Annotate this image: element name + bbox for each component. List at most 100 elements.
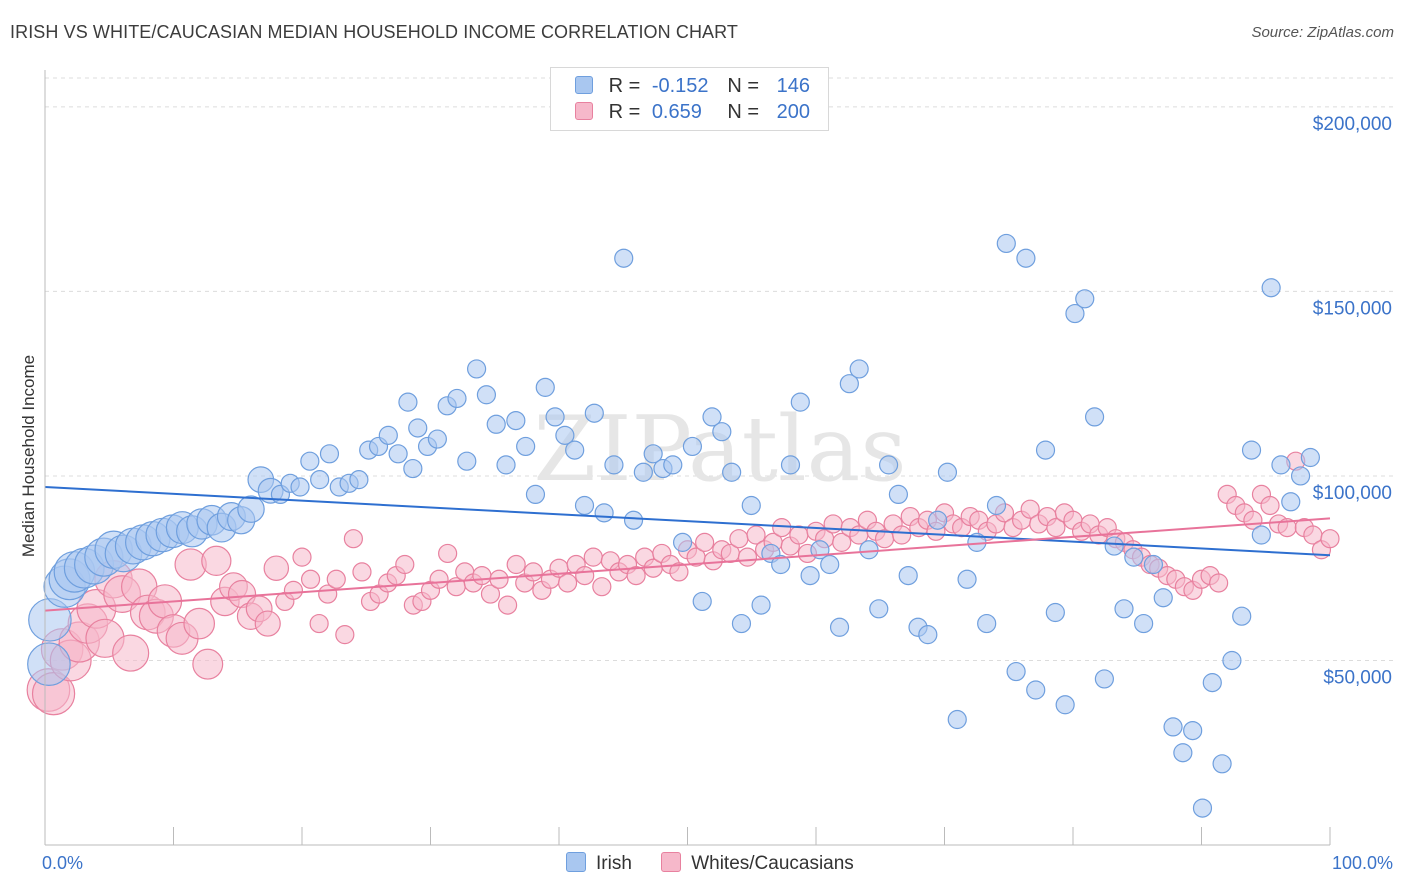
irish-point (1192, 798, 1213, 818)
irish-point (888, 484, 908, 505)
irish-point (947, 709, 967, 730)
irish-point (839, 374, 859, 394)
legend-n-label: N = (727, 101, 760, 123)
legend-r-value: -0.152 (651, 75, 709, 97)
whites-point (789, 525, 809, 545)
legend-swatch-whites (575, 102, 593, 120)
legend-n-value: 146 (776, 75, 810, 97)
irish-point (506, 410, 526, 431)
irish-point (545, 407, 565, 427)
whites-point (183, 607, 216, 640)
irish-point (1006, 661, 1026, 682)
irish-point (1055, 695, 1075, 715)
irish-point (1084, 407, 1105, 427)
irish-point (604, 455, 624, 475)
irish-point (996, 233, 1016, 254)
bottom-legend-label-irish: Irish (596, 853, 632, 874)
whites-point (1020, 499, 1040, 519)
whites-point (1260, 495, 1280, 516)
irish-point (555, 425, 575, 445)
whites-point (472, 565, 492, 586)
irish-point (986, 495, 1007, 516)
whites-point (201, 545, 232, 576)
whites-point (1046, 518, 1066, 538)
irish-point (731, 613, 752, 634)
irish-point (672, 532, 693, 552)
whites-point (292, 547, 312, 567)
chart-title: IRISH VS WHITE/CAUCASIAN MEDIAN HOUSEHOL… (10, 22, 739, 42)
irish-point (408, 418, 428, 438)
irish-point (1202, 673, 1222, 693)
whites-point (326, 569, 346, 589)
irish-point (349, 470, 369, 490)
irish-point (594, 503, 614, 523)
legend: R = -0.152 N = 146 R = 0.659 N = 200 (550, 67, 829, 131)
whites-point (575, 565, 595, 586)
irish-point (878, 455, 899, 475)
irish-point (584, 403, 604, 423)
irish-point (27, 642, 71, 687)
irish-point (1232, 606, 1252, 626)
whites-point (592, 577, 612, 597)
irish-point (319, 444, 340, 464)
irish-point (623, 510, 644, 530)
bottom-legend-swatch-irish (566, 852, 586, 872)
whites-point (283, 580, 304, 600)
irish-point (427, 429, 447, 449)
legend-swatch-irish (575, 76, 593, 94)
irish-point (1016, 248, 1036, 268)
irish-point (643, 444, 663, 464)
irish-point (780, 455, 801, 475)
irish-point (535, 377, 555, 397)
irish-point (1143, 554, 1164, 575)
y-tick-label: $50,000 (1323, 667, 1392, 688)
whites-point (506, 554, 526, 575)
whites-point (729, 529, 749, 549)
irish-point (1251, 525, 1271, 545)
irish-point (1212, 754, 1232, 774)
whites-point (583, 547, 603, 567)
irish-point (790, 392, 810, 412)
y-tick-label: $200,000 (1313, 114, 1392, 135)
whites-point (429, 569, 449, 589)
irish-point (702, 407, 722, 427)
whites-point (832, 532, 852, 552)
irish-point (1065, 303, 1085, 324)
whites-point (254, 610, 281, 637)
irish-point (237, 495, 265, 523)
irish-point (1094, 669, 1114, 689)
whites-point (772, 518, 792, 538)
irish-points (27, 233, 1320, 818)
irish-point (1153, 588, 1173, 608)
whites-point (174, 548, 207, 581)
whites-point (626, 565, 646, 586)
whites-point (343, 529, 363, 549)
irish-point (290, 477, 310, 497)
irish-point (829, 617, 850, 637)
irish-point (388, 444, 408, 464)
whites-point (892, 525, 912, 545)
irish-point (957, 569, 977, 589)
whites-point (112, 634, 150, 672)
irish-point (820, 554, 840, 575)
irish-point (663, 455, 683, 475)
irish-point (692, 591, 712, 612)
irish-point (1183, 720, 1203, 741)
whites-point (1320, 529, 1340, 549)
trend-lines (44, 486, 1331, 612)
x-tick-label-start: 0.0% (42, 853, 83, 873)
irish-point (722, 462, 742, 482)
bottom-legend-label-whites: Whites/Caucasians (691, 853, 854, 874)
whites-point (737, 547, 758, 567)
irish-point (1075, 289, 1095, 309)
whites-point (438, 543, 458, 564)
irish-point (300, 451, 320, 471)
whites-point (695, 532, 715, 552)
axes: 0.0% 100.0% (42, 70, 1393, 873)
irish-point (1271, 455, 1291, 475)
irish-point (378, 425, 398, 445)
irish-point (403, 458, 423, 479)
chart-source: Source: ZipAtlas.com (1251, 24, 1394, 41)
y-axis-label: Median Household Income (19, 355, 38, 557)
